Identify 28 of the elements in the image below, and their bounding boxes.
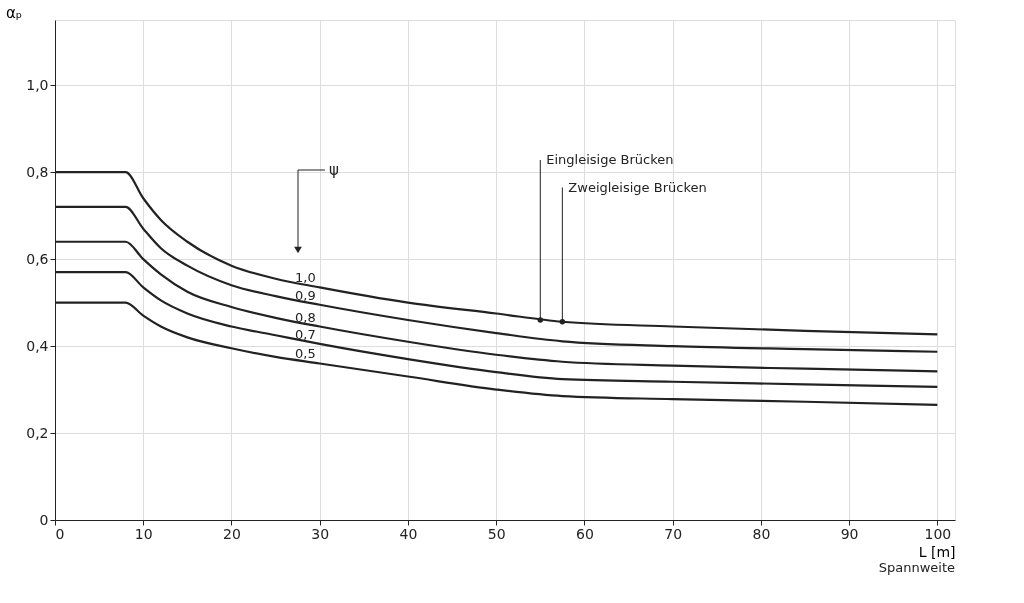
annotation: Eingleisige Brücken <box>546 152 674 167</box>
y-tick-label: 0,6 <box>26 250 49 267</box>
x-tick-label: 60 <box>576 525 594 542</box>
x-tick-label: 100 <box>924 525 952 542</box>
series-label: 1,0 <box>295 270 316 286</box>
x-tick-label: 50 <box>487 525 506 542</box>
y-tick-label: 1,0 <box>26 76 49 93</box>
series-label: 0,7 <box>295 326 316 342</box>
y-tick-label: 0,4 <box>26 337 49 354</box>
x-tick-label: 40 <box>399 525 418 542</box>
x-tick-label: 70 <box>664 525 683 542</box>
y-tick-label: 0,8 <box>26 163 49 180</box>
x-tick-label: 90 <box>840 525 859 542</box>
annotation: ψ <box>329 161 339 179</box>
x-axis-title: L [m] <box>918 543 956 560</box>
x-tick-label: 20 <box>223 525 241 542</box>
y-tick-label: 0,2 <box>26 424 49 441</box>
text: Spannweite <box>878 560 955 575</box>
series-label: 0,8 <box>295 309 316 325</box>
annotation: Zweigleisige Brücken <box>568 179 707 195</box>
series-label: 0,5 <box>295 346 316 362</box>
x-tick-label: 30 <box>311 525 330 542</box>
x-tick-label: 80 <box>752 525 771 542</box>
y-axis-title: αₚ <box>5 3 23 22</box>
x-tick-label: 0 <box>55 525 65 542</box>
x-tick-label: 10 <box>134 525 153 542</box>
y-tick-label: 0 <box>39 511 49 528</box>
series-label: 0,9 <box>295 287 316 303</box>
